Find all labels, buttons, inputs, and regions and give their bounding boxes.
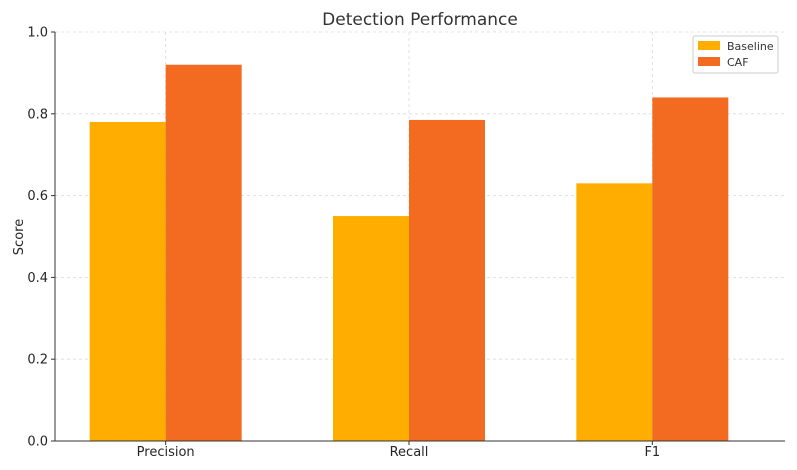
x-tick-label: Precision: [137, 445, 195, 460]
legend-label-baseline: Baseline: [727, 40, 774, 53]
y-tick-label: 0.4: [27, 271, 48, 286]
x-tick-label: Recall: [390, 445, 429, 460]
bar-baseline-recall: [333, 216, 409, 441]
bar-baseline-precision: [89, 121, 166, 441]
chart-title: Detection Performance: [322, 10, 518, 30]
bar-caf-precision: [165, 64, 242, 441]
bar-caf-f1: [652, 97, 729, 441]
legend: Baseline CAF: [692, 35, 779, 74]
y-tick-label: 0.8: [27, 107, 48, 122]
y-tick-label: 0.2: [27, 353, 48, 368]
y-tick-label: 0.0: [27, 435, 48, 450]
bar-baseline-f1: [576, 183, 653, 441]
axes: 0.0 0.2 0.4 0.6 0.8 1.0 Precision Recall F1: [27, 26, 785, 460]
y-tick-label: 1.0: [27, 26, 48, 41]
legend-swatch-baseline: [698, 41, 720, 50]
x-tick-label: F1: [644, 445, 660, 460]
bars: [89, 64, 729, 441]
y-axis-title: Score: [12, 219, 27, 255]
legend-swatch-caf: [698, 57, 720, 66]
y-tick-label: 0.6: [27, 189, 48, 204]
bar-caf-recall: [409, 119, 485, 441]
legend-label-caf: CAF: [727, 56, 749, 69]
